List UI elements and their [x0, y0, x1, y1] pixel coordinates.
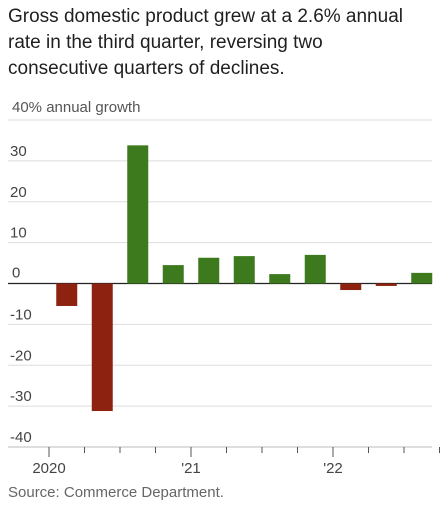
bar-2021-q2: [233, 256, 255, 284]
y-tick-label: 0: [12, 265, 20, 282]
bar-2021-q1: [198, 257, 220, 284]
bar-2022-q3: [411, 272, 433, 284]
gdp-bar-chart: 30 20 10 -10 -20 -30 -40 0 2020 '21 '22 40% annua…: [8, 99, 440, 477]
bar-2020-q4: [162, 265, 184, 284]
y-tick-label: -40: [10, 429, 32, 446]
x-tick-label: '21: [181, 460, 201, 477]
bar-2020-q1: [56, 283, 78, 306]
y-tick-label: -20: [10, 347, 32, 364]
chart-title-line-2: rate in the third quarter, reversing two: [8, 32, 323, 53]
y-tick-label: -30: [10, 388, 32, 405]
chart-title-line-3: consecutive quarters of declines.: [8, 58, 285, 79]
source-note: Source: Commerce Department.: [8, 484, 224, 501]
y-axis-label: 40% annual growth: [12, 99, 140, 116]
y-tick-labels: 30 20 10 -10 -20 -30 -40 0: [10, 143, 32, 446]
bar-2020-q3: [127, 145, 149, 284]
bar-2021-q3: [269, 274, 291, 284]
bar-2022-q1: [340, 283, 362, 291]
y-tick-label: 20: [10, 184, 27, 201]
y-tick-label: 10: [10, 225, 27, 242]
bars: [56, 145, 433, 412]
x-tick-label: 2020: [32, 460, 65, 477]
chart-title: Gross domestic product grew at a 2.6% an…: [8, 4, 438, 82]
bar-2021-q4: [304, 254, 326, 284]
y-tick-label: -10: [10, 306, 32, 323]
bar-2022-q2: [375, 283, 397, 286]
y-tick-label: 30: [10, 143, 27, 160]
x-axis: 2020 '21 '22: [8, 446, 440, 477]
chart-title-line-1: Gross domestic product grew at a 2.6% an…: [8, 6, 403, 27]
x-tick-label: '22: [323, 460, 343, 477]
bar-2020-q2: [91, 283, 113, 412]
